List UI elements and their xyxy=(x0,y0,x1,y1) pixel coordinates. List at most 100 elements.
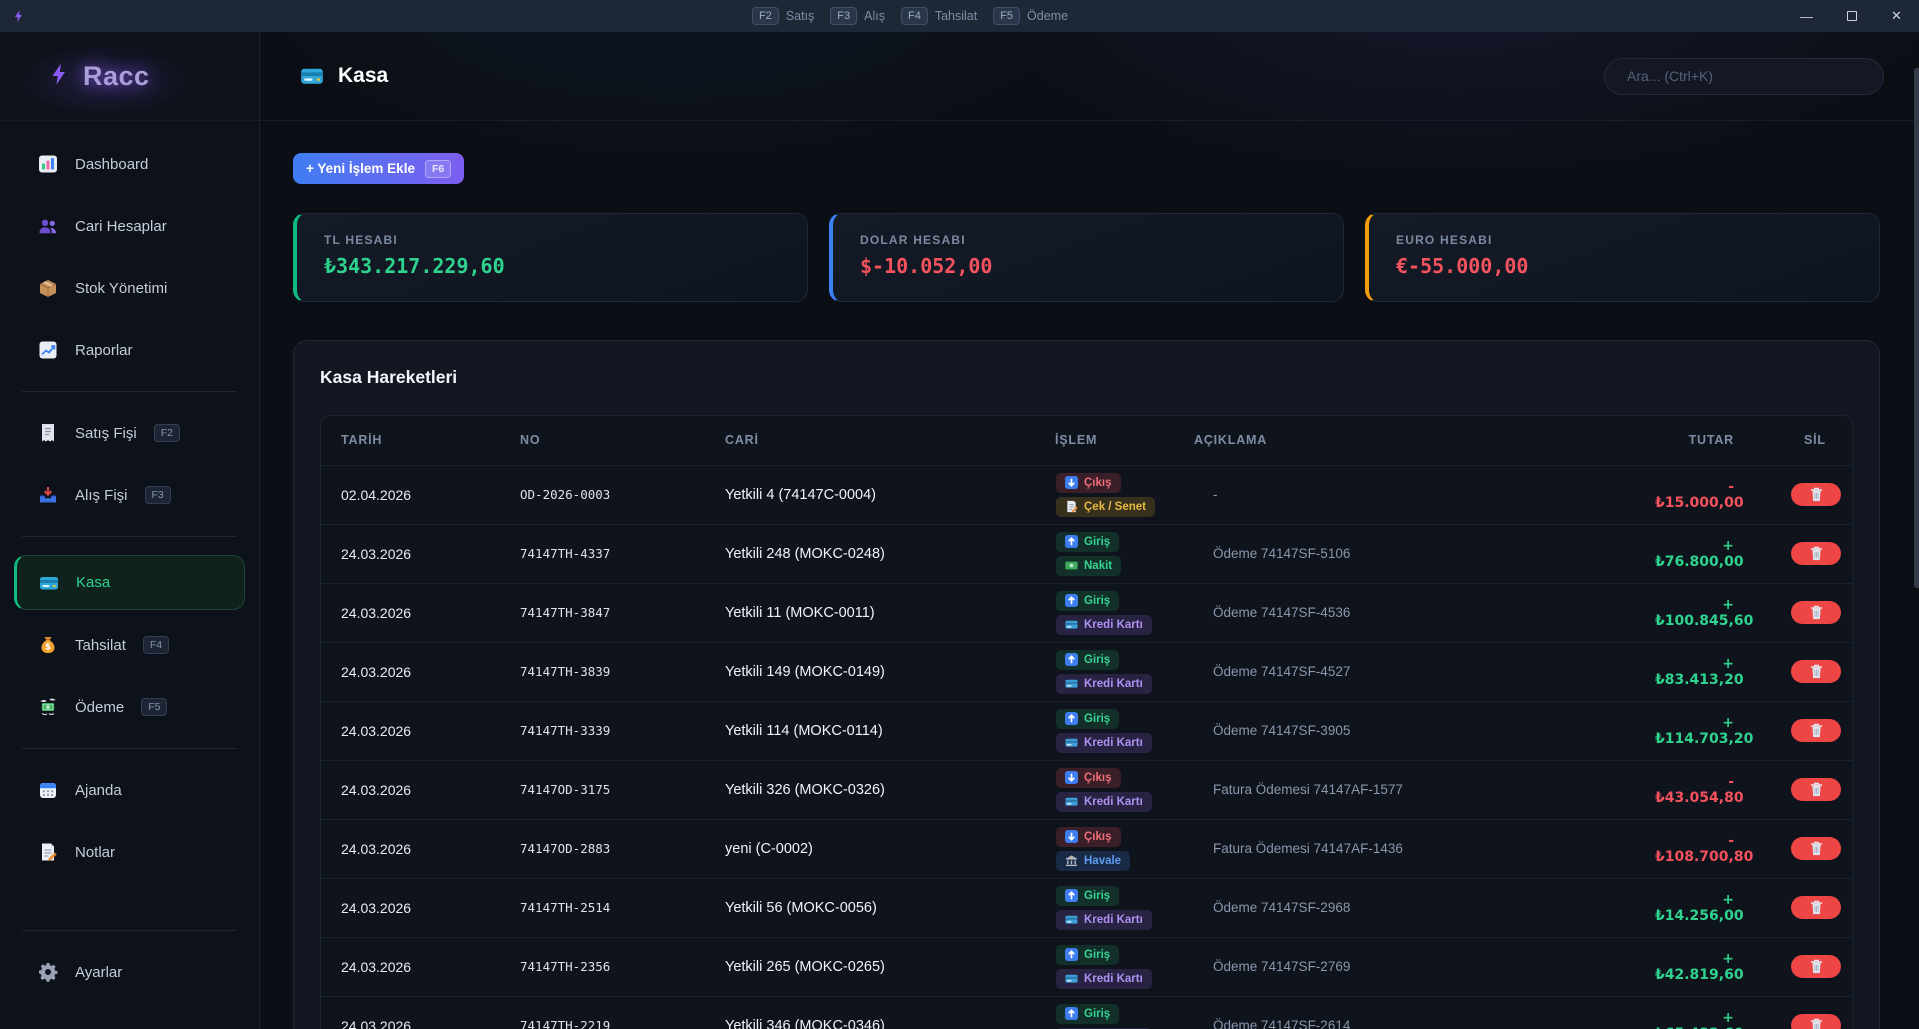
td-date: 24.03.2026 xyxy=(321,582,501,642)
bar-chart-icon xyxy=(38,154,58,174)
badge-kredi: Kredi Kartı xyxy=(1056,968,1152,989)
td-islem: Giriş Kredi Kartı xyxy=(1036,995,1194,1029)
page-header: Kasa xyxy=(260,32,1919,121)
card-small-icon xyxy=(1065,677,1078,690)
badge-giris: Giriş xyxy=(1056,590,1120,611)
td-desc: Ödeme 74147SF-4536 xyxy=(1194,582,1636,642)
badge-label: Kredi Kartı xyxy=(1084,736,1143,749)
sidebar-item-kasa[interactable]: Kasa xyxy=(14,555,245,610)
transactions-title: Kasa Hareketleri xyxy=(320,367,458,387)
search-input[interactable] xyxy=(1604,57,1884,95)
delete-button[interactable] xyxy=(1791,601,1841,624)
delete-button[interactable] xyxy=(1791,1014,1841,1029)
td-islem: Giriş Kredi Kartı xyxy=(1036,641,1194,701)
badge-kredi: Kredi Kartı xyxy=(1056,909,1152,930)
shortcut-label: Satış xyxy=(785,9,815,23)
trash-icon xyxy=(1810,841,1823,856)
islem-badges: Giriş Kredi Kartı xyxy=(1056,649,1194,694)
account-value: $-10.052,00 xyxy=(860,254,993,278)
td-no: 74147TH-3839 xyxy=(501,641,706,701)
sidebar-item-al-fi-i[interactable]: Alış Fişi F3 xyxy=(14,472,245,518)
td-date: 24.03.2026 xyxy=(321,877,501,937)
close-button[interactable]: ✕ xyxy=(1891,8,1902,23)
delete-button[interactable] xyxy=(1791,837,1841,860)
badge-kredi: Kredi Kartı xyxy=(1056,732,1152,753)
package-icon xyxy=(38,278,58,298)
table-row: 02.04.2026 OD-2026-0003 Yetkili 4 (74147C-… xyxy=(321,464,1852,524)
badge-label: Giriş xyxy=(1084,948,1111,961)
page-content: + Yeni İşlem Ekle F6 TL HESABI ₺343.217.… xyxy=(260,121,1919,1029)
transactions-table: TARİH NO CARİ İŞLEM AÇIKLAMA TUTAR SİL 0… xyxy=(321,416,1852,1029)
td-no: OD-2026-0003 xyxy=(501,464,706,524)
islem-badges: Giriş Kredi Kartı xyxy=(1056,708,1194,753)
memo-icon xyxy=(38,842,58,862)
calendar-icon xyxy=(38,780,58,800)
td-no: 74147OD-2883 xyxy=(501,818,706,878)
app-name: Racc xyxy=(83,60,150,91)
td-date: 24.03.2026 xyxy=(321,936,501,996)
sidebar-item-cari-hesaplar[interactable]: Cari Hesaplar xyxy=(14,203,245,249)
table-row: 24.03.2026 74147TH-3339 Yetkili 114 (MOKC-… xyxy=(321,700,1852,760)
sidebar-item-notlar[interactable]: Notlar xyxy=(14,829,245,875)
col-islem: İŞLEM xyxy=(1055,433,1098,448)
delete-button[interactable] xyxy=(1791,778,1841,801)
badge-giris: Giriş xyxy=(1056,649,1120,670)
delete-button[interactable] xyxy=(1791,896,1841,919)
bank-icon xyxy=(1065,854,1078,867)
trash-icon xyxy=(1810,1018,1823,1029)
td-sil xyxy=(1742,700,1852,760)
td-islem: Giriş Kredi Kartı xyxy=(1036,582,1194,642)
sidebar-item-label: Satış Fişi xyxy=(75,424,137,442)
trash-icon xyxy=(1810,900,1823,915)
td-date: 24.03.2026 xyxy=(321,700,501,760)
delete-button[interactable] xyxy=(1791,719,1841,742)
td-amount: +₺100.845,60 xyxy=(1636,582,1753,642)
badge-label: Çıkış xyxy=(1084,771,1112,784)
gear-icon xyxy=(38,962,58,982)
delete-button[interactable] xyxy=(1791,955,1841,978)
nav-divider xyxy=(22,930,237,931)
account-value: €-55.000,00 xyxy=(1396,254,1529,278)
sidebar-item-stok-y-netimi[interactable]: Stok Yönetimi xyxy=(14,265,245,311)
sidebar-item-label: Cari Hesaplar xyxy=(75,217,167,235)
minimize-button[interactable]: — xyxy=(1800,8,1813,24)
sidebar-item-tahsilat[interactable]: $ Tahsilat F4 xyxy=(14,622,245,668)
badge-cikis: Çıkış xyxy=(1056,767,1121,788)
islem-badges: Çıkış Çek / Senet xyxy=(1056,472,1194,517)
sidebar-item-raporlar[interactable]: Raporlar xyxy=(14,327,245,373)
arrow-up-icon xyxy=(1065,948,1078,961)
td-date: 02.04.2026 xyxy=(321,464,501,524)
sidebar-item-sat-fi-i[interactable]: Satış Fişi F2 xyxy=(14,410,245,456)
trash-icon xyxy=(1810,487,1823,502)
table-row: 24.03.2026 74147OD-3175 Yetkili 326 (MOKC-… xyxy=(321,759,1852,819)
td-sil xyxy=(1742,818,1852,878)
delete-button[interactable] xyxy=(1791,542,1841,565)
account-label: DOLAR HESABI xyxy=(860,233,966,247)
key-badge: F2 xyxy=(751,7,779,25)
badge-label: Giriş xyxy=(1084,889,1111,902)
td-no: 74147TH-2356 xyxy=(501,936,706,996)
badge-kredi: Kredi Kartı xyxy=(1056,1027,1152,1029)
maximize-button[interactable] xyxy=(1829,0,1874,32)
account-value: ₺343.217.229,60 xyxy=(324,254,505,278)
lightning-icon xyxy=(48,62,72,91)
vertical-scrollbar[interactable] xyxy=(1914,68,1919,588)
sidebar-item-ajanda[interactable]: Ajanda xyxy=(14,767,245,813)
sidebar-item-ayarlar[interactable]: Ayarlar xyxy=(14,949,245,995)
key-badge: F4 xyxy=(142,636,170,654)
maximize-icon xyxy=(1846,11,1857,21)
badge-label: Kredi Kartı xyxy=(1084,795,1143,808)
delete-button[interactable] xyxy=(1791,483,1841,506)
badge-label: Kredi Kartı xyxy=(1084,972,1143,985)
new-transaction-button[interactable]: + Yeni İşlem Ekle F6 xyxy=(293,153,465,184)
badge-cikis: Çıkış xyxy=(1056,472,1121,493)
td-sil xyxy=(1742,759,1852,819)
delete-button[interactable] xyxy=(1791,660,1841,683)
col-tarih: TARİH xyxy=(341,433,383,448)
sidebar-item-dashboard[interactable]: Dashboard xyxy=(14,141,245,187)
badge-cek: Çek / Senet xyxy=(1056,496,1155,517)
sidebar-item-deme[interactable]: Ödeme F5 xyxy=(14,684,245,730)
islem-badges: Giriş Kredi Kartı xyxy=(1056,1003,1194,1029)
td-date: 24.03.2026 xyxy=(321,641,501,701)
arrow-up-icon xyxy=(1065,594,1078,607)
